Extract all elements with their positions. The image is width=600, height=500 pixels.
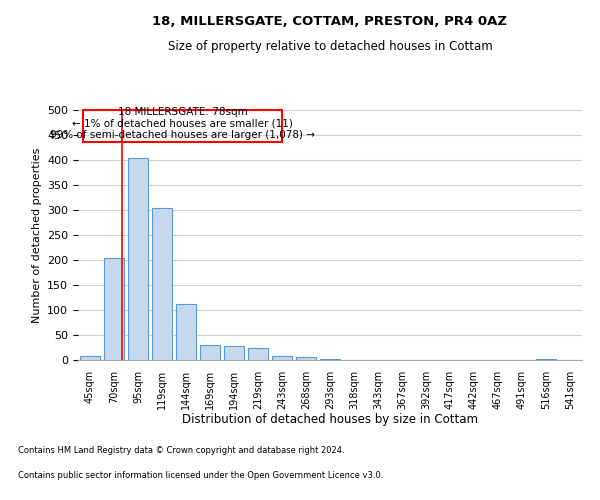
Text: 18, MILLERSGATE, COTTAM, PRESTON, PR4 0AZ: 18, MILLERSGATE, COTTAM, PRESTON, PR4 0A… bbox=[152, 15, 508, 28]
Bar bbox=[128, 158, 148, 360]
Text: 18 MILLERSGATE: 78sqm
← 1% of detached houses are smaller (11)
99% of semi-detac: 18 MILLERSGATE: 78sqm ← 1% of detached h… bbox=[50, 107, 315, 140]
Y-axis label: Number of detached properties: Number of detached properties bbox=[32, 148, 41, 322]
Text: Contains HM Land Registry data © Crown copyright and database right 2024.: Contains HM Land Registry data © Crown c… bbox=[18, 446, 344, 455]
Bar bbox=[80, 356, 100, 360]
Text: Distribution of detached houses by size in Cottam: Distribution of detached houses by size … bbox=[182, 412, 478, 426]
Bar bbox=[176, 304, 196, 360]
Bar bbox=[296, 357, 316, 360]
Bar bbox=[200, 345, 220, 360]
Bar bbox=[272, 356, 292, 360]
Bar bbox=[224, 346, 244, 360]
Bar bbox=[320, 358, 340, 360]
Bar bbox=[104, 258, 124, 360]
Bar bbox=[536, 358, 556, 360]
Text: Size of property relative to detached houses in Cottam: Size of property relative to detached ho… bbox=[167, 40, 493, 53]
Bar bbox=[152, 208, 172, 360]
Bar bbox=[248, 348, 268, 360]
Text: Contains public sector information licensed under the Open Government Licence v3: Contains public sector information licen… bbox=[18, 471, 383, 480]
